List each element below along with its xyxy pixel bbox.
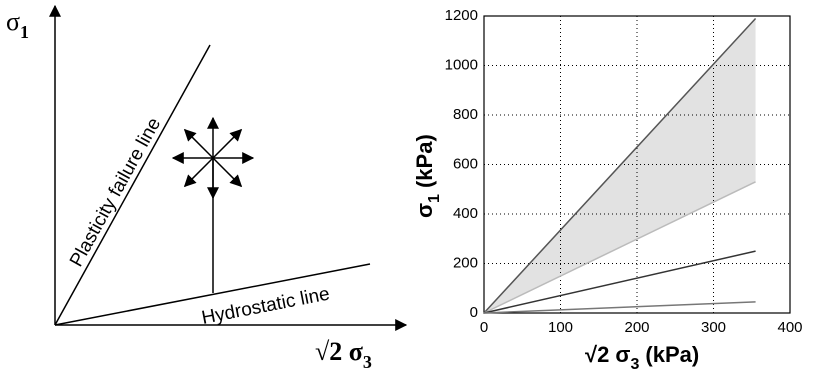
symbol: √2 σ: [585, 342, 630, 367]
subscript: 1: [20, 22, 29, 42]
stress-star: [171, 116, 255, 200]
arrow: [212, 157, 243, 188]
symbol: σ: [412, 203, 437, 218]
subscript: 1: [426, 194, 443, 203]
y-tick-label: 1000: [445, 56, 478, 73]
chart: 0 100 200 300 400 0 200 400 600 800 1000 1200 √2 σ3 (…: [412, 7, 803, 373]
x-axis-label: √2 σ3 (kPa): [585, 342, 699, 373]
line-label: Hydrostatic line: [200, 284, 332, 329]
plot-frame: [483, 15, 791, 314]
arrow: [212, 128, 243, 159]
series-line: [483, 181, 756, 314]
y-tick-label: 0: [470, 304, 478, 321]
series-line: [483, 301, 756, 314]
subscript: 3: [630, 356, 639, 373]
x-tick-label: 300: [701, 319, 726, 336]
subscript: 3: [363, 352, 372, 372]
y-axis-label: σ1: [6, 7, 29, 42]
y-tick-label: 1200: [445, 7, 478, 24]
line-label: Plasticity failure line: [66, 114, 165, 270]
hydrostatic-line: [54, 263, 371, 326]
x-tick-label: 100: [548, 319, 573, 336]
unit: (kPa): [412, 134, 437, 188]
symbol: σ: [6, 7, 20, 36]
x-axis-label: √2 σ3: [315, 337, 372, 372]
y-tick-label: 800: [453, 106, 478, 123]
symbol: √2 σ: [315, 337, 363, 366]
series-line: [483, 17, 757, 314]
series-line: [483, 250, 756, 314]
y-tick-label: 400: [453, 205, 478, 222]
x-tick-label: 0: [480, 319, 488, 336]
unit: (kPa): [645, 342, 699, 367]
y-tick-label: 600: [453, 155, 478, 172]
failure-line: [54, 44, 211, 326]
x-tick-label: 200: [624, 319, 649, 336]
arrow: [183, 128, 214, 159]
y-tick-label: 200: [453, 254, 478, 271]
y-axis-label: σ1 (kPa): [412, 134, 443, 218]
x-tick-label: 400: [777, 319, 802, 336]
schematic: σ1 √2 σ3 Plasticity failure line Hydrost…: [6, 4, 408, 372]
arrow: [183, 157, 214, 188]
